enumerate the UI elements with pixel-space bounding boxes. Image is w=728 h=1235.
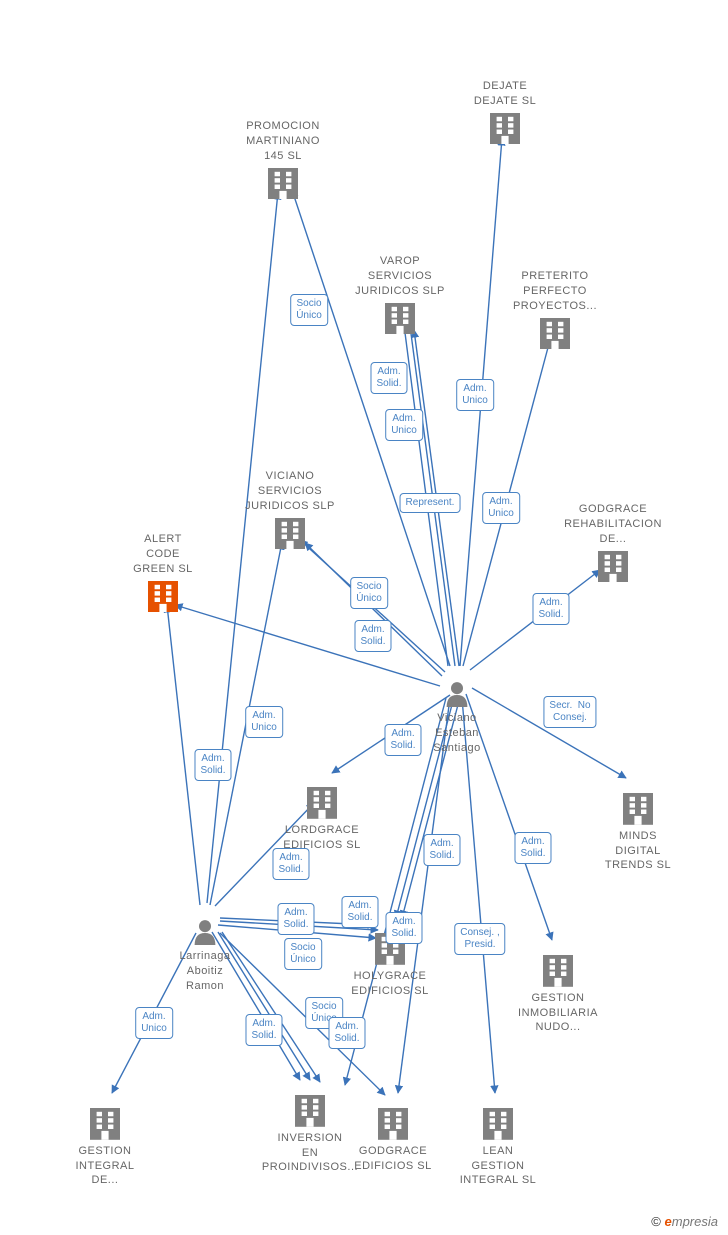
edge-line — [402, 697, 460, 918]
edge-line — [398, 698, 450, 1093]
edge-line — [220, 933, 385, 1095]
brand-rest: mpresia — [672, 1214, 718, 1229]
edge-line — [218, 932, 310, 1080]
watermark: © empresia — [651, 1214, 718, 1229]
edge-line — [462, 698, 495, 1093]
edge-line — [212, 932, 300, 1080]
edge-line — [220, 918, 375, 925]
graph-canvas — [0, 0, 728, 1235]
edge-line — [167, 605, 200, 905]
edge-line — [463, 340, 550, 666]
edge-line — [305, 543, 442, 676]
edge-line — [218, 925, 376, 938]
edge-line — [404, 325, 448, 666]
copyright-symbol: © — [651, 1214, 661, 1229]
edge-line — [472, 688, 626, 778]
edge-line — [460, 138, 502, 666]
edge-line — [175, 605, 440, 686]
edge-line — [112, 933, 196, 1093]
edge-line — [470, 570, 600, 670]
brand-first-letter: e — [665, 1214, 672, 1229]
edge-line — [414, 330, 459, 666]
edge-line — [215, 803, 314, 906]
edge-line — [222, 932, 320, 1082]
edge-line — [210, 542, 282, 905]
edge-line — [292, 190, 450, 666]
edge-line — [345, 698, 446, 1085]
edge-line — [220, 921, 378, 930]
edge-line — [207, 192, 278, 903]
edge-line — [332, 695, 450, 773]
